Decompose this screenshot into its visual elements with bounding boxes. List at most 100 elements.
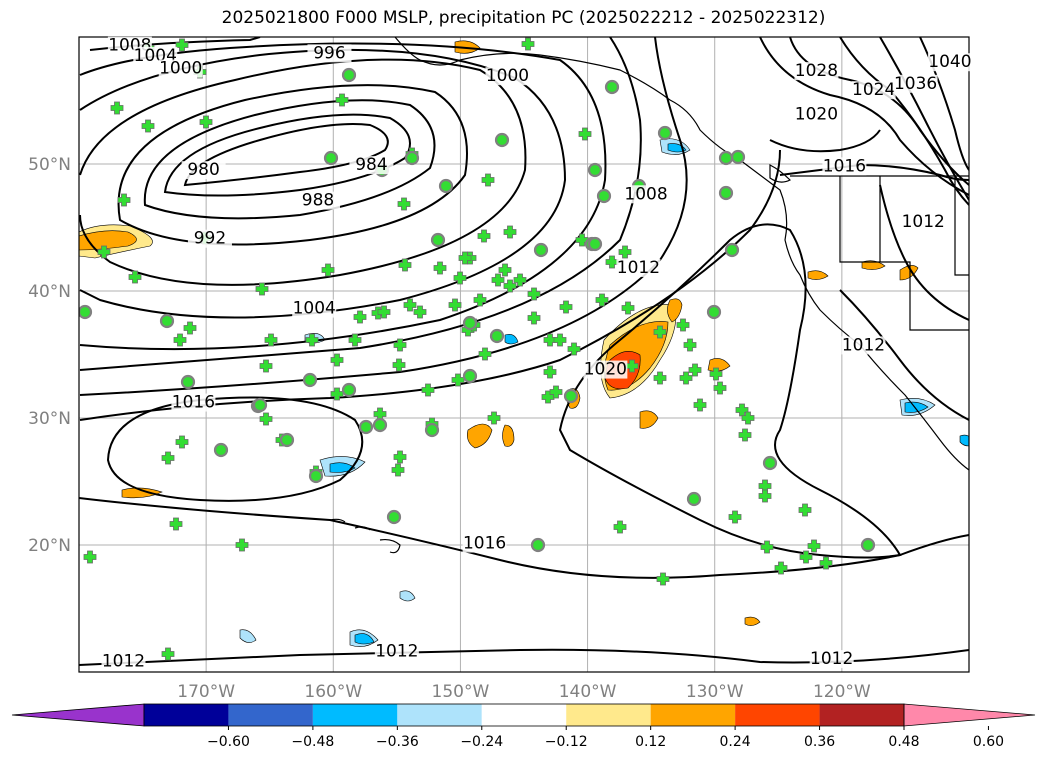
isobar-hi-1: [759, 37, 969, 196]
station-dot: [563, 388, 579, 404]
lat-tick-label: 20°N: [28, 536, 71, 556]
station-cross: [741, 411, 755, 425]
station-dot: [494, 132, 510, 148]
colorbar-segment: [144, 704, 229, 726]
precip-patch: [502, 424, 515, 447]
station-cross: [330, 353, 344, 367]
station-dot: [730, 149, 746, 165]
isobar-label-bg: [794, 105, 839, 124]
lat-tick-label: 50°N: [28, 155, 71, 175]
colorbar-frame: [143, 703, 905, 727]
station-cross: [97, 245, 111, 259]
station-dot: [462, 368, 478, 384]
station-cross: [473, 293, 487, 307]
station-cross: [688, 363, 702, 377]
station-cross: [758, 489, 772, 503]
isobar-1004: [79, 42, 607, 351]
coastline-alaska: [394, 37, 741, 161]
station-cross: [392, 358, 406, 372]
isobar-label: 1020: [584, 360, 627, 380]
station-dot: [404, 150, 420, 166]
colorbar-segment: [481, 704, 567, 726]
station-dot: [462, 315, 478, 331]
station-cross: [141, 119, 155, 133]
station-cross: [348, 333, 362, 347]
station-cross: [397, 197, 411, 211]
station-cross: [521, 37, 535, 51]
station-cross: [527, 311, 541, 325]
station-cross: [549, 385, 563, 399]
station-dot: [587, 236, 603, 252]
station-cross: [676, 318, 690, 332]
station-cross: [305, 333, 319, 347]
isobar-984: [163, 113, 411, 197]
isobar-label: 984: [355, 155, 387, 175]
isobar-label-bg: [374, 642, 419, 661]
isobar-992: [117, 84, 468, 246]
station-cross: [503, 279, 517, 293]
isobar-label-bg: [583, 360, 628, 379]
isobar-1016d: [779, 163, 969, 181]
station-cross: [595, 293, 609, 307]
station-cross: [403, 298, 417, 312]
station-dot: [341, 382, 357, 398]
isobar-1020b: [769, 129, 881, 153]
station-cross: [161, 647, 175, 661]
station-cross: [117, 193, 131, 207]
colorbar-tick-label: 0.12: [635, 734, 666, 750]
isobar-label-bg: [809, 650, 854, 669]
station-cross: [559, 300, 573, 314]
colorbar-tick-label: −0.24: [460, 734, 503, 750]
isobar-1012c: [879, 184, 969, 321]
isobar-label: 1020: [795, 104, 838, 124]
station-cross: [543, 365, 557, 379]
station-cross: [728, 510, 742, 524]
station-dot: [686, 491, 702, 507]
station-dot: [533, 242, 549, 258]
station-cross: [173, 333, 187, 347]
isobar-label: 980: [187, 160, 219, 180]
station-cross: [621, 301, 635, 315]
station-dot: [213, 442, 229, 458]
precip-patch: [504, 334, 519, 345]
lon-tick-label: 120°W: [813, 682, 871, 702]
station-cross: [738, 428, 752, 442]
station-cross: [393, 338, 407, 352]
isobar-label-bg: [841, 336, 886, 355]
isobar-label: 1012: [617, 258, 660, 278]
station-dot: [489, 328, 505, 344]
isobar-1016a: [79, 149, 781, 421]
station-cross: [613, 520, 627, 534]
station-dot: [79, 304, 93, 320]
station-dot: [341, 67, 357, 83]
station-cross: [433, 261, 447, 275]
station-cross: [693, 398, 707, 412]
precip-patch: [329, 462, 356, 473]
isobar-label-bg: [462, 534, 507, 553]
isobar-label-bg: [181, 161, 226, 180]
station-cross: [453, 271, 467, 285]
station-cross: [656, 572, 670, 586]
station-cross: [503, 225, 517, 239]
station-cross: [478, 347, 492, 361]
precip-patch: [899, 265, 919, 281]
station-cross: [128, 270, 142, 284]
station-cross: [393, 450, 407, 464]
lon-tick-label: 170°W: [177, 682, 235, 702]
station-cross: [169, 517, 183, 531]
station-dot: [323, 150, 339, 166]
colorbar-extend-high: [903, 703, 1036, 727]
isobar-1020: [558, 223, 902, 559]
lat-tick-label: 30°N: [28, 409, 71, 429]
precip-patch: [904, 401, 929, 413]
isobar-contours: [79, 37, 969, 666]
isobar-label-bg: [307, 44, 352, 63]
station-cross: [255, 282, 269, 296]
isobar-label-bg: [893, 74, 938, 93]
isobar-label: 996: [313, 43, 345, 63]
station-cross: [391, 463, 405, 477]
station-cross: [491, 273, 505, 287]
station-cross: [481, 173, 495, 187]
